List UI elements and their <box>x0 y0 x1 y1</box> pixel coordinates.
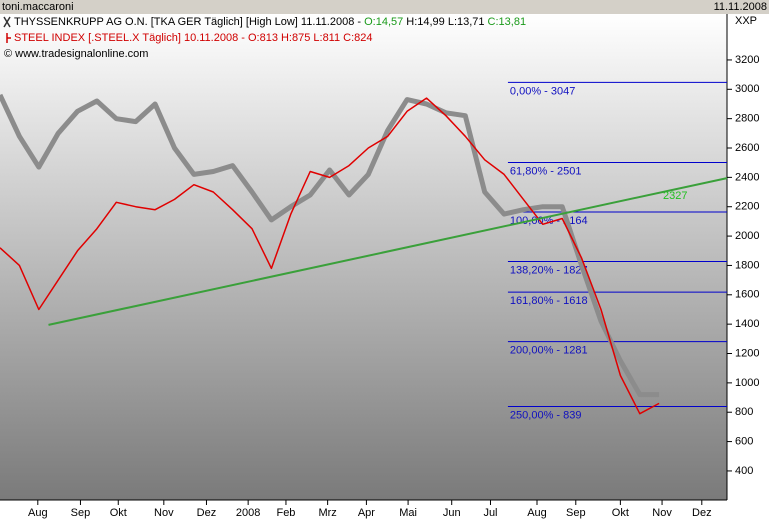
x-tick-label: Okt <box>110 507 127 519</box>
trendline <box>48 177 728 326</box>
x-tick-label: Dez <box>692 507 712 519</box>
x-tick-label: Sep <box>566 507 586 519</box>
y-tick-label: 800 <box>735 406 753 418</box>
y-tick-label: 400 <box>735 465 753 477</box>
x-tick-label: Mrz <box>318 507 336 519</box>
legend-entry: STEEL INDEX [.STEEL.X Täglich] 10.11.200… <box>14 32 373 44</box>
y-tick-label: 2000 <box>735 230 759 242</box>
series-line <box>0 93 660 398</box>
fib-label: 0,00% - 3047 <box>510 85 575 97</box>
y-tick-label: 3000 <box>735 83 759 95</box>
trendline-label: 2327 <box>663 190 687 202</box>
date: 11.11.2008 <box>714 1 767 13</box>
fib-label: 161,80% - 1618 <box>510 295 588 307</box>
legend-hl: H:14,99 L:13,71 <box>406 16 484 28</box>
y-tick-label: 1800 <box>735 259 759 271</box>
legend-icon <box>3 16 11 28</box>
x-tick-label: Mai <box>399 507 417 519</box>
y-tick-label: 600 <box>735 435 753 447</box>
legend-entry: THYSSENKRUPP AG O.N. [TKA GER Täglich] [… <box>14 16 526 28</box>
y-axis-area <box>727 14 769 500</box>
x-tick-label: Nov <box>154 507 174 519</box>
y-tick-label: 2800 <box>735 113 759 125</box>
y-tick-label: 1600 <box>735 289 759 301</box>
x-tick-label: Feb <box>276 507 295 519</box>
y-tick-label: 2600 <box>735 142 759 154</box>
x-tick-label: Jul <box>483 507 497 519</box>
fib-label: 250,00% - 839 <box>510 409 582 421</box>
legend-text: THYSSENKRUPP AG O.N. [TKA GER Täglich] [… <box>14 16 364 28</box>
y-tick-label: 1000 <box>735 377 759 389</box>
fib-label: 138,20% - 1827 <box>510 264 588 276</box>
y-tick-label: 3200 <box>735 54 759 66</box>
legend-icon <box>6 33 11 43</box>
x-tick-label: Aug <box>28 507 48 519</box>
y-tick-label: 2400 <box>735 171 759 183</box>
x-tick-label: Sep <box>71 507 91 519</box>
series-line <box>0 97 660 415</box>
x-tick-label: Nov <box>652 507 672 519</box>
fib-label: 61,80% - 2501 <box>510 165 582 177</box>
legend-open: O:14,57 <box>364 16 403 28</box>
x-tick-label: Jun <box>443 507 461 519</box>
fib-label: 200,00% - 1281 <box>510 345 588 357</box>
source: © www.tradesignalonline.com <box>4 48 148 60</box>
x-tick-label: Apr <box>358 507 375 519</box>
y-tick-label: 1400 <box>735 318 759 330</box>
x-tick-label: Dez <box>197 507 217 519</box>
x-tick-label: Okt <box>612 507 629 519</box>
x-tick-label: 2008 <box>236 507 260 519</box>
y-tick-label: 2200 <box>735 201 759 213</box>
x-tick-label: Aug <box>527 507 547 519</box>
y-tick-label: 1200 <box>735 347 759 359</box>
x-axis-area <box>0 500 769 520</box>
axis-title: XXP <box>735 15 757 27</box>
legend-close: C:13,81 <box>488 16 527 28</box>
user: toni.maccaroni <box>2 1 74 13</box>
